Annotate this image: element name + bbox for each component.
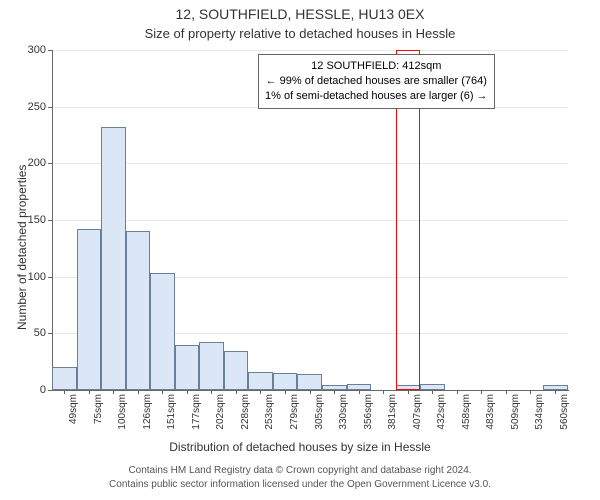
xtick-mark: [162, 390, 163, 394]
xtick-label: 534sqm: [534, 394, 545, 430]
xtick-label: 75sqm: [93, 394, 104, 424]
histogram-bar: [199, 342, 224, 390]
xtick-mark: [138, 390, 139, 394]
xtick-mark: [481, 390, 482, 394]
caption-line-2: Contains public sector information licen…: [0, 479, 600, 490]
histogram-bar: [175, 345, 200, 390]
xtick-label: 381sqm: [387, 394, 398, 430]
xtick-mark: [89, 390, 90, 394]
ytick-mark: [48, 107, 52, 108]
gridline-h: [52, 50, 568, 51]
xtick-label: 305sqm: [314, 394, 325, 430]
xtick-mark: [310, 390, 311, 394]
histogram-bar: [52, 367, 77, 390]
xtick-mark: [187, 390, 188, 394]
ytick-mark: [48, 220, 52, 221]
xtick-label: 202sqm: [215, 394, 226, 430]
plot-area: 05010015020025030049sqm75sqm100sqm126sqm…: [52, 50, 568, 390]
histogram-bar: [101, 127, 126, 390]
ytick-label: 250: [28, 101, 46, 113]
xtick-mark: [555, 390, 556, 394]
xtick-label: 560sqm: [559, 394, 570, 430]
ytick-mark: [48, 163, 52, 164]
histogram-bar: [77, 229, 102, 390]
xtick-mark: [334, 390, 335, 394]
xtick-mark: [506, 390, 507, 394]
ytick-label: 300: [28, 44, 46, 56]
histogram-bar: [224, 351, 249, 390]
xtick-mark: [432, 390, 433, 394]
ytick-mark: [48, 390, 52, 391]
xtick-mark: [285, 390, 286, 394]
caption-line-1: Contains HM Land Registry data © Crown c…: [0, 465, 600, 476]
xtick-label: 100sqm: [117, 394, 128, 430]
ytick-mark: [48, 277, 52, 278]
ytick-mark: [48, 50, 52, 51]
xtick-mark: [383, 390, 384, 394]
chart-subtitle: Size of property relative to detached ho…: [0, 26, 600, 41]
xtick-label: 49sqm: [68, 394, 79, 424]
xtick-mark: [408, 390, 409, 394]
xtick-mark: [359, 390, 360, 394]
x-axis-label: Distribution of detached houses by size …: [0, 440, 600, 454]
annotation-line: 1% of semi-detached houses are larger (6…: [265, 89, 488, 104]
xtick-mark: [113, 390, 114, 394]
xtick-label: 356sqm: [363, 394, 374, 430]
xtick-label: 432sqm: [436, 394, 447, 430]
histogram-bar: [273, 373, 298, 390]
ytick-label: 50: [34, 327, 46, 339]
chart-container: 12, SOUTHFIELD, HESSLE, HU13 0EX Size of…: [0, 0, 600, 500]
xtick-mark: [64, 390, 65, 394]
ytick-label: 0: [40, 384, 46, 396]
histogram-bar: [126, 231, 151, 390]
ytick-mark: [48, 333, 52, 334]
xtick-mark: [260, 390, 261, 394]
xtick-label: 177sqm: [191, 394, 202, 430]
histogram-bar: [248, 372, 273, 390]
ytick-label: 200: [28, 157, 46, 169]
annotation-box: 12 SOUTHFIELD: 412sqm← 99% of detached h…: [258, 54, 495, 109]
xtick-label: 279sqm: [289, 394, 300, 430]
xtick-label: 253sqm: [264, 394, 275, 430]
xtick-label: 126sqm: [142, 394, 153, 430]
xtick-label: 407sqm: [412, 394, 423, 430]
ytick-label: 100: [28, 271, 46, 283]
xtick-mark: [457, 390, 458, 394]
annotation-line: 12 SOUTHFIELD: 412sqm: [265, 59, 488, 74]
xtick-label: 228sqm: [240, 394, 251, 430]
chart-title: 12, SOUTHFIELD, HESSLE, HU13 0EX: [0, 6, 600, 22]
xtick-label: 509sqm: [510, 394, 521, 430]
gridline-h: [52, 220, 568, 221]
xtick-label: 330sqm: [338, 394, 349, 430]
xtick-mark: [236, 390, 237, 394]
xtick-mark: [530, 390, 531, 394]
gridline-h: [52, 163, 568, 164]
ytick-label: 150: [28, 214, 46, 226]
xtick-label: 458sqm: [461, 394, 472, 430]
y-axis-label: Number of detached properties: [15, 165, 29, 330]
xtick-label: 483sqm: [485, 394, 496, 430]
annotation-line: ← 99% of detached houses are smaller (76…: [265, 74, 488, 89]
histogram-bar: [150, 273, 175, 390]
xtick-mark: [211, 390, 212, 394]
histogram-bar: [297, 374, 322, 390]
xtick-label: 151sqm: [166, 394, 177, 430]
